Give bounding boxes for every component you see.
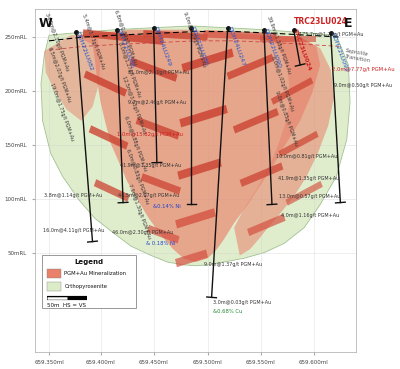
Polygon shape — [44, 35, 100, 121]
Polygon shape — [234, 37, 334, 256]
Text: 31.0m@2.10g/t PGM+Au: 31.0m@2.10g/t PGM+Au — [128, 70, 189, 75]
Polygon shape — [181, 48, 234, 72]
Text: 50m  HS = VS: 50m HS = VS — [47, 303, 86, 308]
Text: PGM+Au Mineralization: PGM+Au Mineralization — [64, 271, 126, 276]
Text: DDH22LU092: DDH22LU092 — [329, 32, 348, 73]
Polygon shape — [130, 58, 178, 82]
Text: 39.9m@1.38g/t PGM+Au: 39.9m@1.38g/t PGM+Au — [266, 15, 292, 74]
Text: 6.5m@2.07g/t PGM+Au: 6.5m@2.07g/t PGM+Au — [47, 46, 72, 103]
Polygon shape — [247, 214, 286, 236]
Text: 5.4m@3.73g/t PGM+Au: 5.4m@3.73g/t PGM+Au — [81, 14, 106, 70]
Text: 6.0m@1.02g/t PGM+Au: 6.0m@1.02g/t PGM+Au — [270, 55, 295, 112]
Polygon shape — [83, 30, 164, 45]
Polygon shape — [278, 131, 319, 157]
Text: 9.0m@1.79g/t PGM+Au: 9.0m@1.79g/t PGM+Au — [182, 11, 206, 67]
Polygon shape — [89, 125, 128, 150]
Bar — [47, 282, 61, 291]
Text: 46.0m@2.30g/t PGM+Au: 46.0m@2.30g/t PGM+Au — [112, 230, 174, 235]
Text: 9.2m@2.46g/t PGM+Au: 9.2m@2.46g/t PGM+Au — [128, 100, 186, 105]
Text: Saprolite
Transition: Saprolite Transition — [344, 48, 372, 63]
Text: 6.0m@0.83g/t PGM+Au: 6.0m@0.83g/t PGM+Au — [126, 148, 150, 205]
Text: 41.9m@1.35g/t PGM+Au: 41.9m@1.35g/t PGM+Au — [120, 163, 181, 168]
Text: &0.68% Cu: &0.68% Cu — [213, 309, 242, 314]
Text: 12.5m@3.13g/t PGM+Au: 12.5m@3.13g/t PGM+Au — [121, 75, 146, 135]
Polygon shape — [177, 158, 222, 180]
Polygon shape — [147, 225, 180, 244]
Text: 9.0m@0.85g/t PGM+Au: 9.0m@0.85g/t PGM+Au — [274, 91, 298, 147]
Text: 6.8m@0.69g/t PGM+Au: 6.8m@0.69g/t PGM+Au — [114, 9, 138, 65]
Text: 10.0m@0.81g/t PGM+Au: 10.0m@0.81g/t PGM+Au — [276, 154, 337, 159]
Polygon shape — [226, 54, 274, 80]
Text: 4.0m@1.16g/t PGM+Au: 4.0m@1.16g/t PGM+Au — [281, 213, 339, 218]
Polygon shape — [41, 26, 350, 266]
Text: Orthopyroxenite: Orthopyroxenite — [64, 284, 107, 289]
Polygon shape — [175, 249, 208, 267]
Text: DDH22LU082: DDH22LU082 — [75, 31, 94, 72]
Polygon shape — [233, 108, 279, 134]
Polygon shape — [141, 173, 181, 195]
Text: & 0.18% Ni: & 0.18% Ni — [146, 241, 175, 246]
FancyBboxPatch shape — [42, 255, 136, 308]
Text: 19.0m@1.75g/t PGM+Au: 19.0m@1.75g/t PGM+Au — [49, 82, 75, 141]
Text: Legend: Legend — [74, 259, 103, 265]
Text: DDH22LU090: DDH22LU090 — [262, 28, 281, 69]
Polygon shape — [143, 30, 208, 41]
Polygon shape — [175, 208, 216, 228]
Text: DDH22LU086: DDH22LU086 — [190, 26, 209, 67]
Text: 7.9m@1.30g/t PGM+Au: 7.9m@1.30g/t PGM+Au — [127, 184, 152, 240]
Text: 41.9m@1.35g/t PGM+Au: 41.9m@1.35g/t PGM+Au — [278, 176, 339, 181]
Polygon shape — [75, 30, 320, 262]
Polygon shape — [136, 117, 180, 139]
Text: 34.0m@2.10g/t PGM+Au: 34.0m@2.10g/t PGM+Au — [44, 12, 70, 72]
Polygon shape — [260, 36, 316, 42]
Text: DDH24LU249: DDH24LU249 — [152, 26, 171, 68]
Text: W: W — [38, 17, 52, 30]
Text: 8.0m@1.27g/t PGM+Au: 8.0m@1.27g/t PGM+Au — [118, 41, 142, 98]
Text: DDH24LU247: DDH24LU247 — [226, 26, 245, 68]
Bar — [47, 269, 61, 278]
Text: 3.0m@0.03g/t PGM+Au: 3.0m@0.03g/t PGM+Au — [213, 300, 272, 304]
Polygon shape — [84, 70, 127, 97]
Text: 9.0m@1.37g/t PGM+Au: 9.0m@1.37g/t PGM+Au — [204, 262, 262, 267]
Polygon shape — [204, 30, 276, 41]
Text: 9.0m@0.50g/t PGM+Au: 9.0m@0.50g/t PGM+Au — [334, 83, 392, 88]
Text: &0.14% Ni: &0.14% Ni — [153, 204, 181, 209]
Text: TRC23LU024: TRC23LU024 — [292, 28, 312, 71]
Text: 175.7m@1.71g/t PGM+Au: 175.7m@1.71g/t PGM+Au — [298, 31, 363, 37]
Text: 2.0m@7.77g/t PGM+Au: 2.0m@7.77g/t PGM+Au — [332, 67, 395, 72]
Text: 6.0m@0.88g/t PGM+Au: 6.0m@0.88g/t PGM+Au — [123, 116, 148, 172]
Polygon shape — [286, 181, 323, 206]
Polygon shape — [240, 162, 283, 187]
Text: DDH22LU086: DDH22LU086 — [115, 28, 134, 69]
Text: E: E — [344, 17, 352, 30]
Text: 3.8m@1.14g/t PGM+Au: 3.8m@1.14g/t PGM+Au — [44, 193, 102, 198]
Polygon shape — [94, 179, 130, 202]
Polygon shape — [271, 77, 313, 105]
Polygon shape — [179, 105, 228, 127]
Text: TRC23LU024: TRC23LU024 — [294, 17, 348, 26]
Text: 16.0m@4.11g/t PGM+Au: 16.0m@4.11g/t PGM+Au — [43, 228, 104, 233]
Text: 13.0m@0.57g/t PGM+Au: 13.0m@0.57g/t PGM+Au — [279, 194, 340, 200]
Text: 44.5m@2.07g/t PGM+Au: 44.5m@2.07g/t PGM+Au — [118, 193, 180, 198]
Text: 1.0m@15.82g/t PGM+Au: 1.0m@15.82g/t PGM+Au — [118, 132, 184, 137]
